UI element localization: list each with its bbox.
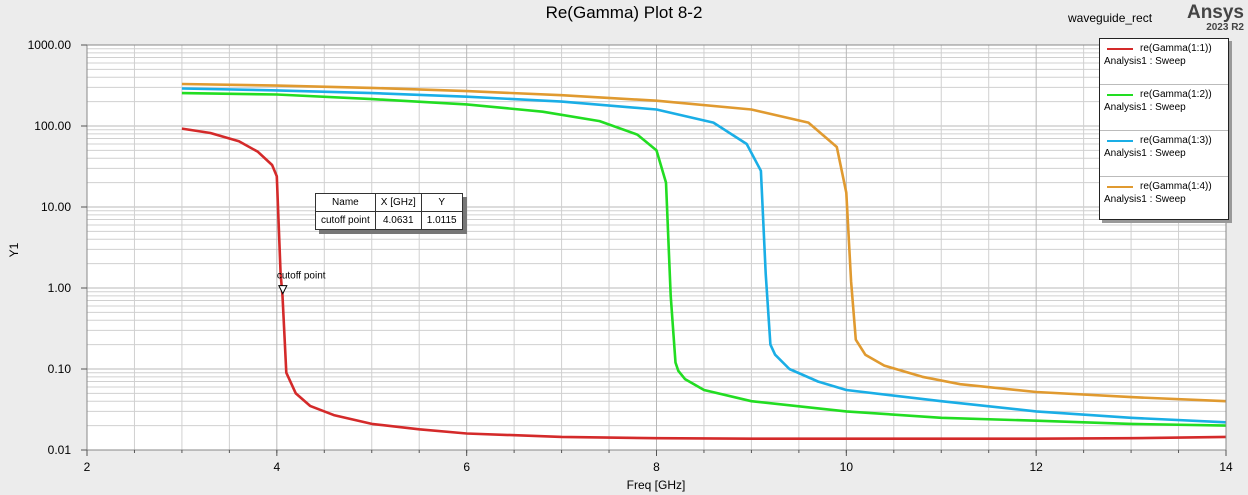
y-tick-label: 0.01 [48, 443, 72, 457]
marker-layer: cutoff point [277, 271, 326, 295]
legend-sublabel: Analysis1 : Sweep [1104, 194, 1186, 205]
marker-table-row: cutoff point 4.0631 1.0115 [315, 211, 463, 230]
x-tick-label: 10 [840, 460, 854, 474]
legend-item-series-1[interactable]: re(Gamma(1:1)) Analysis1 : Sweep [1100, 39, 1228, 85]
legend-sublabel: Analysis1 : Sweep [1104, 102, 1186, 113]
legend-swatch [1107, 186, 1133, 188]
y-tick-label: 10.00 [41, 200, 71, 214]
legend-swatch [1107, 94, 1133, 96]
series-line-3[interactable] [181, 87, 1227, 424]
grid-lines [86, 45, 1227, 451]
x-tick-label: 2 [84, 460, 91, 474]
legend-item-series-3[interactable]: re(Gamma(1:3)) Analysis1 : Sweep [1100, 131, 1228, 177]
y-axis-label: Y1 [7, 242, 21, 257]
marker-triangle-icon[interactable] [278, 285, 288, 295]
legend-item-series-2[interactable]: re(Gamma(1:2)) Analysis1 : Sweep [1100, 85, 1228, 131]
legend-sublabel: Analysis1 : Sweep [1104, 56, 1186, 67]
y-tick-label: 1.00 [48, 281, 72, 295]
marker-table-header-cell: Name [315, 193, 376, 212]
legend-swatch [1107, 48, 1133, 50]
y-tick-label: 100.00 [34, 119, 71, 133]
legend-sublabel: Analysis1 : Sweep [1104, 148, 1186, 159]
series-line-1[interactable] [181, 127, 1227, 441]
marker-label: cutoff point [277, 271, 326, 282]
design-name: waveguide_rect [1068, 11, 1153, 25]
legend-swatch [1107, 140, 1133, 142]
legend-label: re(Gamma(1:2)) [1140, 89, 1212, 100]
marker-table-cell: cutoff point [315, 211, 376, 230]
y-tick-label: 0.10 [48, 362, 72, 376]
marker-table-cell: 1.0115 [420, 211, 463, 230]
legend-label: re(Gamma(1:1)) [1140, 43, 1212, 54]
tick-labels: 2 4 6 8 10 12 14 0.01 0.10 1.00 10.00 100.00 1000.00 [28, 38, 1233, 474]
x-axis-label: Freq [GHz] [627, 478, 686, 492]
legend-label: re(Gamma(1:3)) [1140, 135, 1212, 146]
marker-table-header-cell: X [GHz] [374, 193, 422, 212]
series-line-4[interactable] [181, 82, 1227, 403]
y-tick-label: 1000.00 [28, 38, 72, 52]
x-tick-label: 8 [653, 460, 660, 474]
chart-title: Re(Gamma) Plot 8-2 [545, 3, 703, 22]
brand-version: 2023 R2 [1206, 22, 1244, 33]
legend-label: re(Gamma(1:4)) [1140, 181, 1212, 192]
brand-name: Ansys [1186, 2, 1244, 23]
series-line-2[interactable] [181, 91, 1227, 427]
legend[interactable]: re(Gamma(1:1)) Analysis1 : Sweep re(Gamm… [1099, 38, 1229, 220]
marker-table-cell: 4.0631 [374, 211, 422, 230]
x-tick-label: 12 [1029, 460, 1043, 474]
x-tick-label: 6 [463, 460, 470, 474]
marker-table[interactable]: Name X [GHz] Y cutoff point 4.0631 1.011… [315, 193, 463, 230]
brand-logo: Ansys 2023 R2 [1187, 3, 1244, 33]
x-tick-label: 14 [1219, 460, 1233, 474]
marker-table-header: Name X [GHz] Y [315, 193, 463, 212]
series-layer [181, 82, 1227, 441]
x-tick-label: 4 [273, 460, 280, 474]
marker-table-header-cell: Y [420, 193, 463, 212]
legend-item-series-4[interactable]: re(Gamma(1:4)) Analysis1 : Sweep [1100, 177, 1228, 222]
